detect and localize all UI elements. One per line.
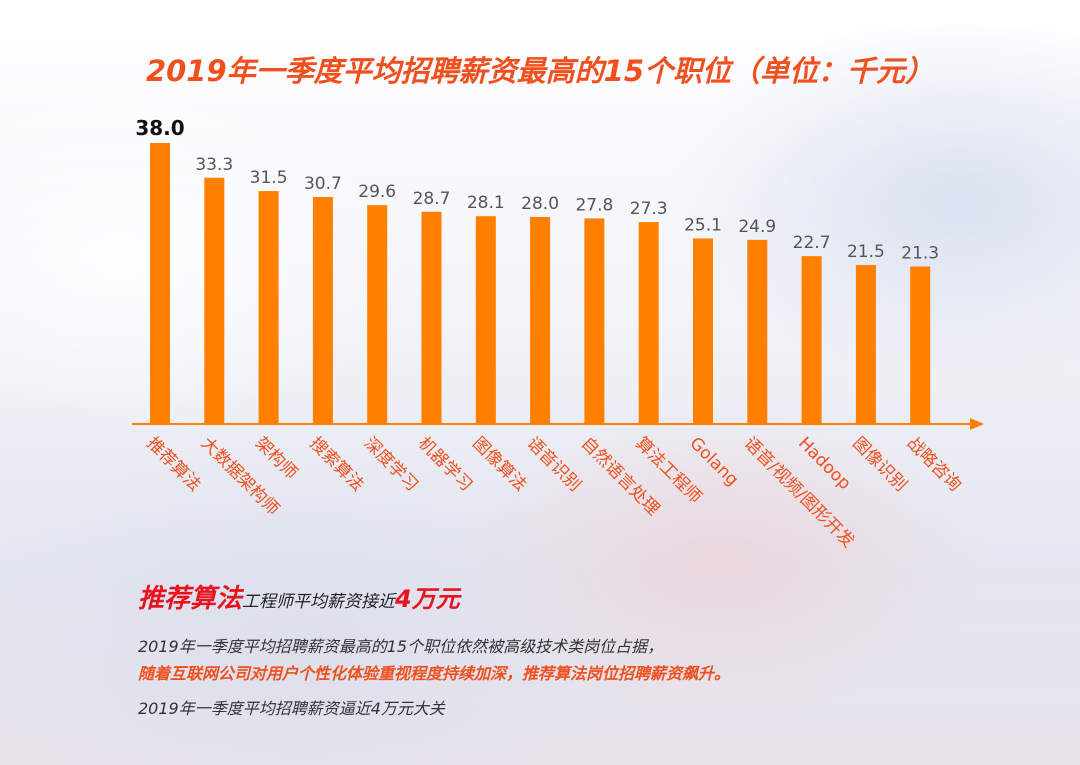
value-label: 21.5 — [847, 242, 885, 262]
bar — [855, 265, 876, 424]
bar — [150, 143, 170, 424]
bar — [475, 216, 496, 424]
value-label: 25.1 — [684, 215, 722, 235]
headline-middle: 工程师平均薪资接近 — [242, 592, 396, 612]
category-label: 架构师 — [251, 433, 301, 483]
value-label: 28.1 — [467, 193, 505, 213]
bar — [638, 222, 659, 424]
value-label: 27.8 — [575, 195, 613, 215]
category-label: 语音识别 — [523, 433, 585, 495]
paragraph-line-3: 2019年一季度平均招聘薪资逼近4万元大关 — [138, 699, 445, 718]
value-label: 22.7 — [793, 233, 831, 253]
headline-emphasis: 推荐算法 — [138, 584, 243, 614]
category-label: 战略咨询 — [903, 433, 965, 495]
bar — [258, 191, 279, 424]
paragraph-line-2: 随着互联网公司对用户个性化体验重视程度持续加深，推荐算法岗位招聘薪资飙升。 — [138, 664, 731, 683]
bar — [693, 238, 713, 424]
category-label: 图像识别 — [848, 433, 910, 495]
bar — [421, 211, 442, 424]
bar — [204, 177, 225, 424]
headline-amount: 4万元 — [395, 585, 460, 613]
bar — [312, 196, 333, 424]
paragraph-line-1: 2019年一季度平均招聘薪资最高的15个职位依然被高级技术类岗位占据， — [138, 637, 664, 656]
summary-block: 推荐算法工程师平均薪资接近4万元 2019年一季度平均招聘薪资最高的15个职位依… — [138, 578, 1018, 722]
category-label: 机器学习 — [414, 433, 476, 495]
bar — [367, 205, 388, 424]
bar — [801, 256, 822, 424]
value-label: 28.7 — [413, 189, 451, 209]
category-label: 搜索算法 — [305, 433, 367, 495]
value-label: 30.7 — [304, 174, 342, 194]
headline: 推荐算法工程师平均薪资接近4万元 — [138, 578, 1018, 615]
value-label: 21.3 — [901, 243, 939, 263]
value-label: 33.3 — [195, 155, 233, 175]
bar — [747, 239, 768, 424]
bar — [584, 218, 605, 424]
value-label: 28.0 — [521, 194, 559, 214]
value-label: 31.5 — [250, 168, 288, 188]
value-label: 27.3 — [630, 199, 668, 219]
category-label: 深度学习 — [360, 433, 422, 495]
x-axis-arrow — [970, 418, 984, 430]
category-label: 图像算法 — [468, 433, 530, 495]
bar-chart: 38.0推荐算法33.3大数据架构师31.5架构师30.7搜索算法29.6深度学… — [132, 116, 984, 552]
value-label: 29.6 — [358, 182, 396, 202]
bar — [910, 266, 931, 424]
value-label: 24.9 — [738, 217, 776, 237]
chart-title: 2019年一季度平均招聘薪资最高的15个职位（单位：千元） — [145, 54, 935, 88]
category-label: 推荐算法 — [142, 433, 204, 495]
value-label: 38.0 — [135, 116, 184, 140]
bar — [530, 216, 551, 424]
